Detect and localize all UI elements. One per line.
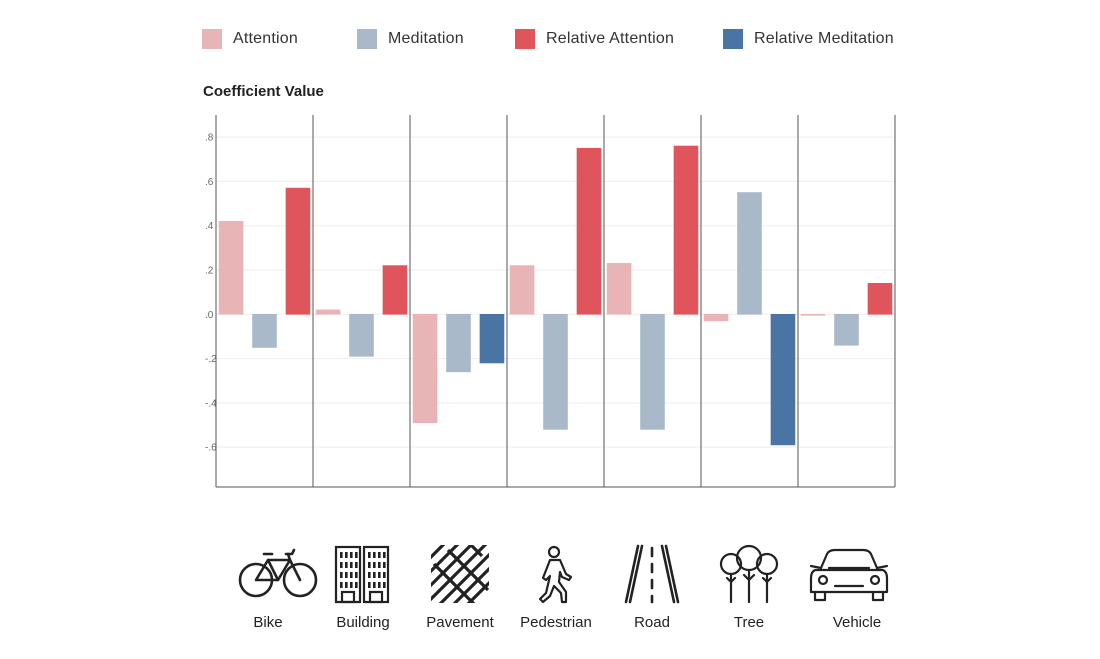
bar-meditation-tree [737, 192, 762, 315]
legend-swatch [357, 29, 377, 49]
chart-title: Coefficient Value [203, 83, 324, 100]
bar-attention-vehicle [800, 313, 826, 316]
y-tick-label: -.4 [205, 398, 217, 409]
icon-cell-road: Road [602, 540, 702, 640]
legend-item-relative-attention: Relative Attention [515, 27, 674, 51]
y-tick-label: -.6 [205, 443, 217, 454]
bar-meditation-road [640, 313, 665, 430]
vehicle-icon [809, 548, 889, 602]
legend-label: Relative Meditation [754, 30, 894, 47]
icon-cell-tree: Tree [699, 540, 799, 640]
bar-attention-pedestrian [509, 265, 535, 315]
chart-legend: Attention Meditation Relative Attention … [202, 27, 902, 51]
category-icon-row: Bike Building [0, 540, 1100, 640]
legend-item-attention: Attention [202, 27, 298, 51]
legend-label: Relative Attention [546, 30, 675, 47]
y-tick-label: .2 [205, 266, 214, 277]
bar-meditation-bike [252, 313, 277, 348]
bar-relative-attention-bike [285, 187, 311, 315]
bar-attention-bike [218, 220, 244, 315]
bar-meditation-building [349, 313, 374, 357]
bar-meditation-pedestrian [543, 313, 568, 430]
icon-label: Pavement [426, 614, 494, 631]
tree-icon [719, 544, 779, 604]
icon-cell-pavement: Pavement [410, 540, 510, 640]
bar-attention-pavement [412, 313, 438, 424]
bar-relative-meditation-tree [770, 313, 796, 446]
road-icon [624, 544, 680, 604]
legend-label: Attention [233, 30, 298, 47]
building-icon [334, 545, 390, 604]
y-tick-label: .4 [205, 221, 214, 232]
bar-relative-attention-vehicle [867, 282, 893, 315]
icon-label: Building [336, 614, 390, 631]
bike-icon [238, 548, 318, 598]
y-tick-label: .8 [205, 133, 214, 144]
y-tick-label: .6 [205, 177, 214, 188]
legend-swatch [723, 29, 743, 49]
icon-label: Vehicle [832, 614, 882, 631]
icon-label: Pedestrian [520, 614, 592, 631]
legend-swatch [202, 29, 222, 49]
icon-cell-pedestrian: Pedestrian [506, 540, 606, 640]
bar-attention-building [315, 309, 341, 315]
bar-attention-road [606, 263, 632, 315]
bar-relative-attention-pedestrian [576, 147, 602, 315]
icon-cell-vehicle: Vehicle [807, 540, 907, 640]
icon-label: Bike [253, 614, 283, 631]
bar-relative-attention-road [673, 145, 699, 315]
bar-meditation-pavement [446, 313, 471, 373]
legend-item-meditation: Meditation [357, 27, 464, 51]
icon-cell-building: Building [313, 540, 413, 640]
icon-label: Road [634, 614, 670, 631]
legend-item-relative-meditation: Relative Meditation [723, 27, 894, 51]
legend-label: Meditation [388, 30, 464, 47]
icon-label: Tree [733, 614, 765, 631]
legend-swatch [515, 29, 535, 49]
pedestrian-icon [538, 545, 573, 604]
bar-chart: .8 .6 .4 .2 .0 -.2 -.4 -.6 [205, 115, 896, 488]
pavement-icon [431, 545, 489, 603]
y-tick-label: -.2 [205, 354, 217, 365]
bar-relative-meditation-pavement [479, 313, 505, 364]
bar-attention-tree [703, 313, 729, 322]
bar-meditation-vehicle [834, 313, 859, 346]
icon-cell-bike: Bike [218, 540, 318, 640]
bar-relative-attention-building [382, 265, 408, 315]
y-tick-label: .0 [205, 310, 214, 321]
